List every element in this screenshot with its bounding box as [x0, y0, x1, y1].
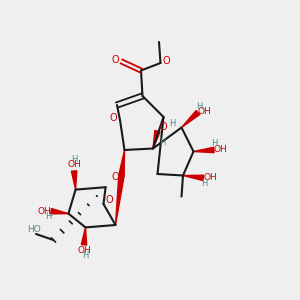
Text: H: H: [71, 154, 77, 164]
Polygon shape: [51, 208, 68, 214]
Text: O: O: [159, 122, 167, 133]
Text: OH: OH: [198, 107, 212, 116]
Text: O: O: [105, 195, 113, 206]
Text: OH: OH: [67, 160, 81, 169]
Text: H: H: [196, 102, 202, 111]
Polygon shape: [81, 227, 87, 245]
Polygon shape: [116, 175, 124, 225]
Polygon shape: [182, 110, 200, 127]
Polygon shape: [183, 175, 204, 181]
Text: OH: OH: [214, 146, 227, 154]
Polygon shape: [71, 171, 77, 190]
Text: H: H: [159, 138, 165, 147]
Polygon shape: [153, 130, 160, 148]
Text: OH: OH: [203, 173, 217, 182]
Text: OH: OH: [77, 246, 91, 255]
Polygon shape: [194, 147, 214, 153]
Text: H: H: [201, 179, 207, 188]
Text: O: O: [111, 55, 119, 65]
Text: HO: HO: [27, 225, 40, 234]
Text: H: H: [211, 140, 218, 148]
Text: H: H: [82, 251, 89, 260]
Text: O: O: [111, 172, 119, 182]
Polygon shape: [119, 150, 124, 176]
Text: O: O: [110, 112, 117, 123]
Text: O: O: [163, 56, 170, 66]
Text: OH: OH: [38, 207, 51, 216]
Text: H·: H·: [45, 212, 54, 221]
Text: H: H: [169, 119, 175, 128]
